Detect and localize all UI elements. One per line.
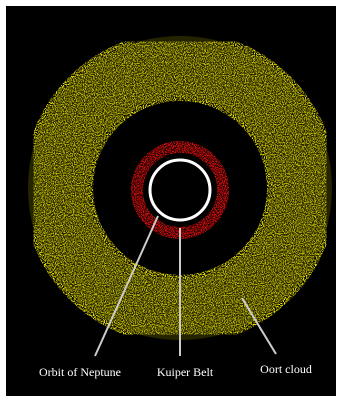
- kuiper-label: Kuiper Belt: [157, 365, 214, 379]
- page: Orbit of Neptune Kuiper Belt Oort cloud …: [0, 0, 342, 401]
- neptune-label: Orbit of Neptune: [39, 365, 121, 379]
- oort-label: Oort cloud: [260, 362, 312, 376]
- diagram: Orbit of Neptune Kuiper Belt Oort cloud: [0, 0, 342, 401]
